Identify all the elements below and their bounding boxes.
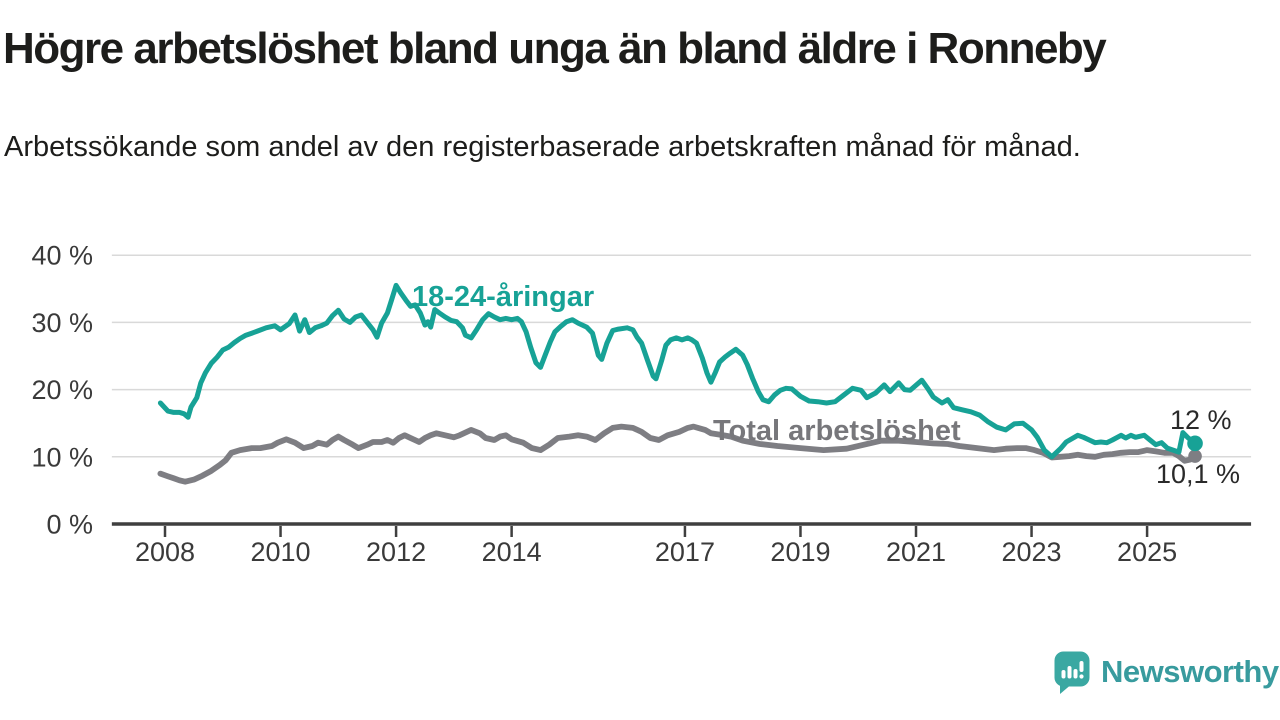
end-value-label-young: 12 % [1170, 405, 1232, 435]
x-tick-label: 2021 [886, 537, 946, 567]
x-tick-label: 2019 [770, 537, 830, 567]
x-tick-label: 2008 [135, 537, 195, 567]
y-tick-label: 30 % [31, 308, 93, 338]
y-tick-label: 20 % [31, 375, 93, 405]
series-line-0 [157, 282, 1198, 460]
series-end-dot-0 [1187, 435, 1203, 452]
series-end-dot-1 [1188, 449, 1202, 463]
y-tick-label: 40 % [31, 241, 93, 271]
x-tick-label: 2010 [251, 537, 311, 567]
y-tick-label: 10 % [31, 442, 93, 472]
page-title: Högre arbetslöshet bland unga än bland ä… [3, 24, 1107, 73]
newsworthy-logo-icon [1054, 651, 1090, 694]
series-label-young: 18-24-åringar [412, 281, 595, 313]
x-tick-label: 2012 [366, 537, 426, 567]
newsworthy-logo[interactable]: Newsworthy [1052, 646, 1279, 698]
series-line-1 [157, 423, 1198, 485]
x-tick-label: 2025 [1117, 537, 1177, 567]
chart-subtitle: Arbetssökande som andel av den registerb… [4, 131, 1081, 163]
x-tick-label: 2017 [655, 537, 715, 567]
newsworthy-logo-text: Newsworthy [1101, 654, 1279, 689]
x-tick-label: 2023 [1002, 537, 1062, 567]
series-label-total: Total arbetslöshet [713, 415, 961, 447]
y-tick-label: 0 % [46, 510, 93, 540]
x-tick-label: 2014 [482, 537, 542, 567]
end-value-label-total: 10,1 % [1156, 459, 1241, 489]
